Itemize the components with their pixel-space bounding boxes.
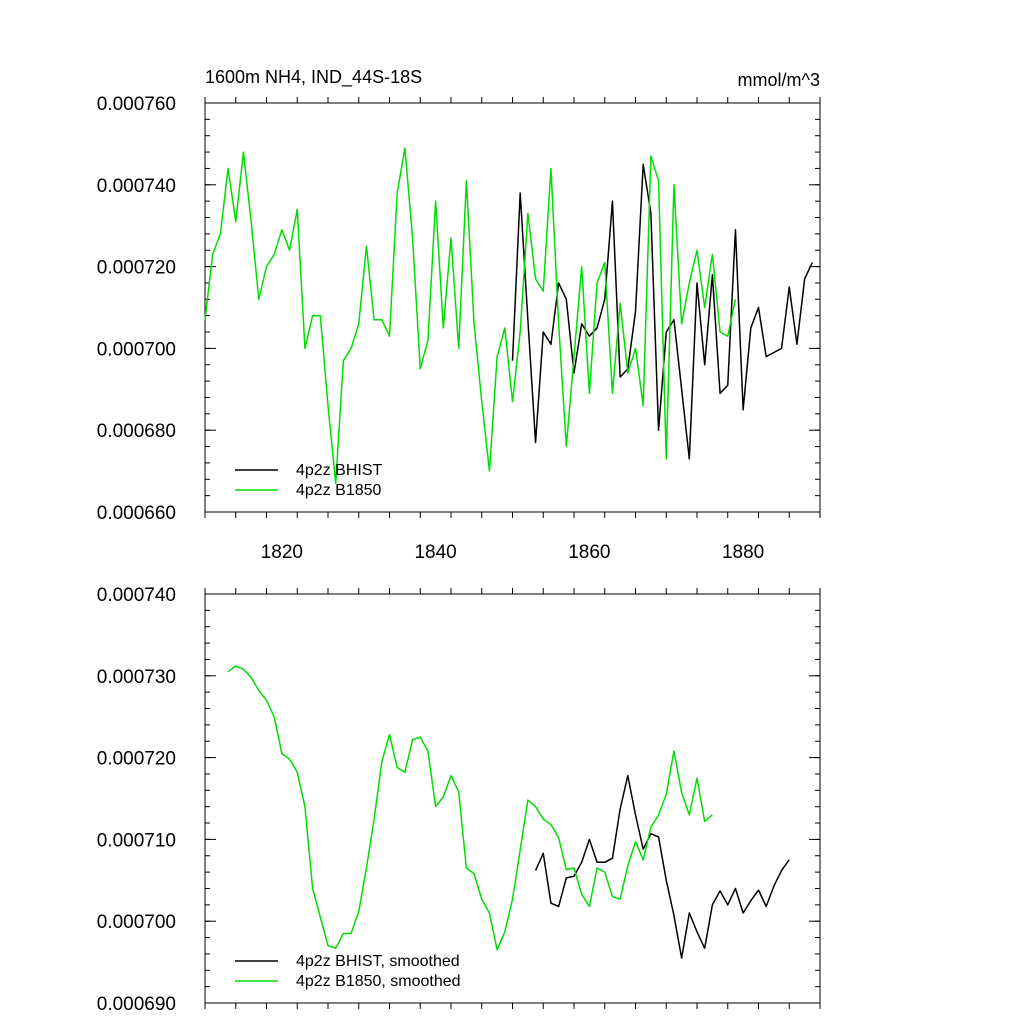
bottom-ytick-label: 0.000700	[97, 912, 176, 933]
bottom-ytick-label: 0.000730	[97, 667, 176, 688]
bottom-ytick-label: 0.000720	[97, 749, 176, 770]
top-chart: 1600m NH4, IND_44S-18S mmol/m^3 0.000660…	[97, 67, 821, 563]
top-chart-units: mmol/m^3	[738, 70, 820, 90]
top-ticks: 0.000660 0.000680 0.000700 0.000720 0.000740…	[97, 94, 821, 563]
bottom-ticks: 0.000690 0.000700 0.000710 0.000720 0.000730…	[97, 585, 821, 1015]
bottom-ytick-label: 0.000740	[97, 585, 176, 606]
top-series	[204, 147, 813, 485]
bottom-legend: 4p2z BHIST, smoothed 4p2z B1850, smoothe…	[235, 953, 461, 990]
top-ytick-label: 0.000720	[97, 258, 176, 279]
top-ytick-label: 0.000680	[97, 421, 176, 442]
top-ytick-label: 0.000740	[97, 176, 176, 197]
top-ytick-label: 0.000660	[97, 503, 176, 524]
top-legend: 4p2z BHIST 4p2z B1850	[235, 462, 382, 499]
bottom-ytick-label: 0.000710	[97, 830, 176, 851]
top-xtick-label: 1820	[261, 542, 303, 563]
top-ytick-label: 0.000700	[97, 339, 176, 360]
top-plot-frame	[204, 102, 821, 513]
top-legend-label-b1850: 4p2z B1850	[296, 482, 382, 499]
top-legend-label-bhist: 4p2z BHIST	[296, 462, 382, 479]
top-series-line-1	[204, 147, 737, 485]
top-xtick-label: 1880	[722, 542, 764, 563]
bottom-chart: 0.000690 0.000700 0.000710 0.000720 0.000730…	[97, 585, 821, 1015]
bottom-series-line-1	[227, 665, 713, 951]
bottom-series	[227, 665, 790, 959]
top-series-line-0	[511, 163, 813, 460]
top-xtick-label: 1860	[568, 542, 610, 563]
top-xtick-label: 1840	[414, 542, 456, 563]
bottom-legend-label-bhist: 4p2z BHIST, smoothed	[296, 953, 460, 970]
bottom-ytick-label: 0.000690	[97, 994, 176, 1015]
bottom-plot-frame	[204, 593, 821, 1004]
top-ytick-label: 0.000760	[97, 94, 176, 115]
bottom-legend-label-b1850: 4p2z B1850, smoothed	[296, 973, 461, 990]
bottom-series-line-0	[534, 774, 790, 959]
top-chart-title: 1600m NH4, IND_44S-18S	[205, 67, 422, 88]
